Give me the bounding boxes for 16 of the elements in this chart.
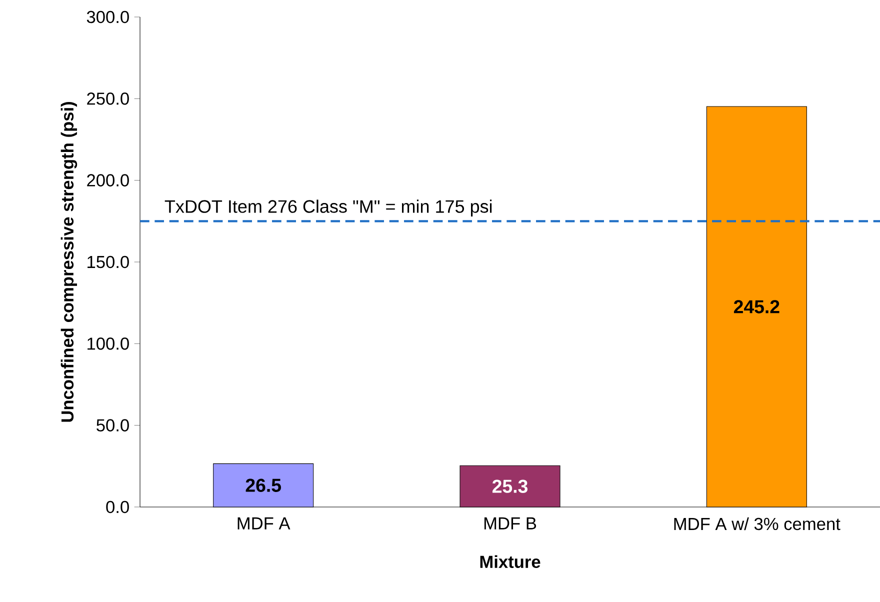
y-tick-label: 100.0 [88, 338, 129, 350]
y-axis-title: Unconfined compressive strength (psi) [60, 102, 78, 422]
data-label: 25.3 [492, 480, 528, 493]
y-tick-label: 150.0 [88, 256, 129, 268]
y-tick-label: 50.0 [96, 419, 129, 432]
x-tick-label: MDF B [484, 517, 536, 530]
y-tick-label: 0.0 [106, 500, 129, 514]
x-axis-title: Mixture [480, 555, 540, 568]
ref-line-label: TxDOT Item 276 Class "M" = min 175 psi [164, 200, 492, 216]
y-tick-label: 250.0 [87, 92, 129, 105]
y-tick-label: 200.0 [87, 174, 129, 186]
data-label: 245.2 [734, 300, 780, 314]
data-label: 26.5 [246, 478, 281, 492]
x-tick-label: MDF A w/ 3% cement [674, 517, 840, 530]
y-tick-label: 300.0 [86, 10, 129, 24]
x-tick-label: MDF A [238, 517, 290, 530]
